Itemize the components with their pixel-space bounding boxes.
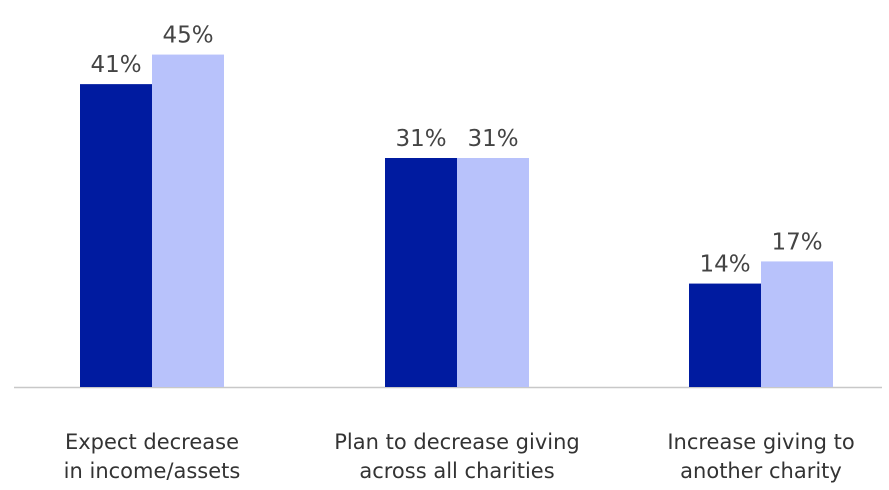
x-tick-label-cat2-line2: across all charities [359, 459, 554, 483]
x-tick-labels-group: Expect decrease in income/assets Plan to d… [64, 430, 855, 483]
x-tick-label-cat2-line1: Plan to decrease giving [334, 430, 579, 454]
bar-series1-cat1 [80, 84, 152, 388]
data-label-series1-cat2: 31% [395, 126, 446, 152]
bar-series1-cat3 [689, 283, 761, 387]
x-tick-label-cat3-line1: Increase giving to [667, 430, 854, 454]
data-label-series1-cat1: 41% [90, 52, 141, 78]
bar-series2-cat1 [152, 54, 224, 387]
bar-series2-cat3 [761, 261, 833, 387]
bars-group [80, 54, 833, 388]
data-label-series2-cat2: 31% [467, 126, 518, 152]
data-labels-group: 41% 45% 31% 31% 14% 17% [90, 23, 822, 278]
data-label-series1-cat3: 14% [699, 252, 750, 278]
bar-series1-cat2 [385, 158, 457, 387]
data-label-series2-cat1: 45% [162, 23, 213, 49]
x-tick-label-cat1-line1: Expect decrease [65, 430, 239, 454]
x-tick-label-cat3-line2: another charity [680, 459, 842, 483]
bar-series2-cat2 [457, 158, 529, 387]
data-label-series2-cat3: 17% [771, 229, 822, 255]
x-tick-label-cat1-line2: in income/assets [64, 459, 241, 483]
